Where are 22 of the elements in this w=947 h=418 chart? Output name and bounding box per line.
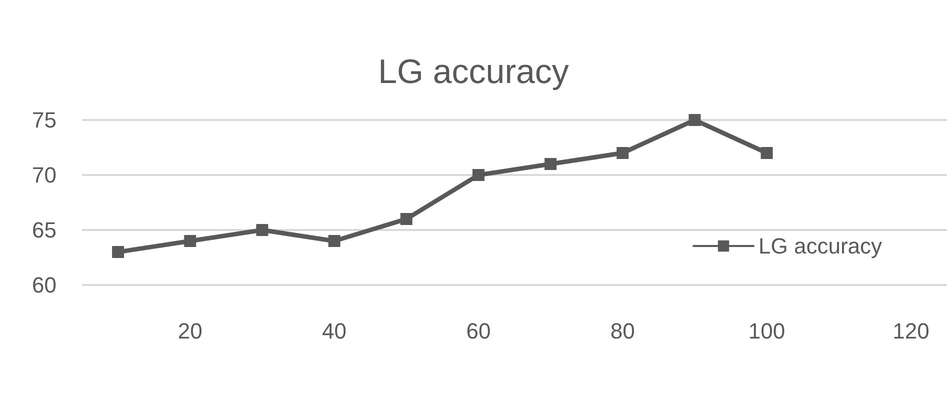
point [760, 147, 773, 159]
point [400, 213, 412, 225]
x-tick-label: 80 [610, 318, 635, 344]
x-tick-label: 40 [322, 318, 347, 344]
y-tick-label: 60 [32, 272, 56, 298]
x-tick-label: 20 [178, 318, 202, 344]
point [256, 224, 268, 236]
point [112, 246, 124, 258]
x-tick-label: 100 [748, 318, 786, 344]
legend-label: LG accuracy [758, 234, 882, 258]
y-tick-label: 70 [32, 162, 56, 188]
y-tick-label: 65 [32, 218, 56, 242]
point [688, 114, 701, 126]
point [616, 147, 629, 159]
point [544, 158, 557, 170]
y-tick-label: 75 [32, 108, 56, 132]
chart-title: LG accuracy [378, 53, 569, 91]
point [472, 169, 484, 181]
x-tick-label: 120 [892, 318, 930, 344]
point [328, 235, 340, 247]
x-tick-label: 60 [466, 318, 491, 344]
point [184, 235, 196, 247]
